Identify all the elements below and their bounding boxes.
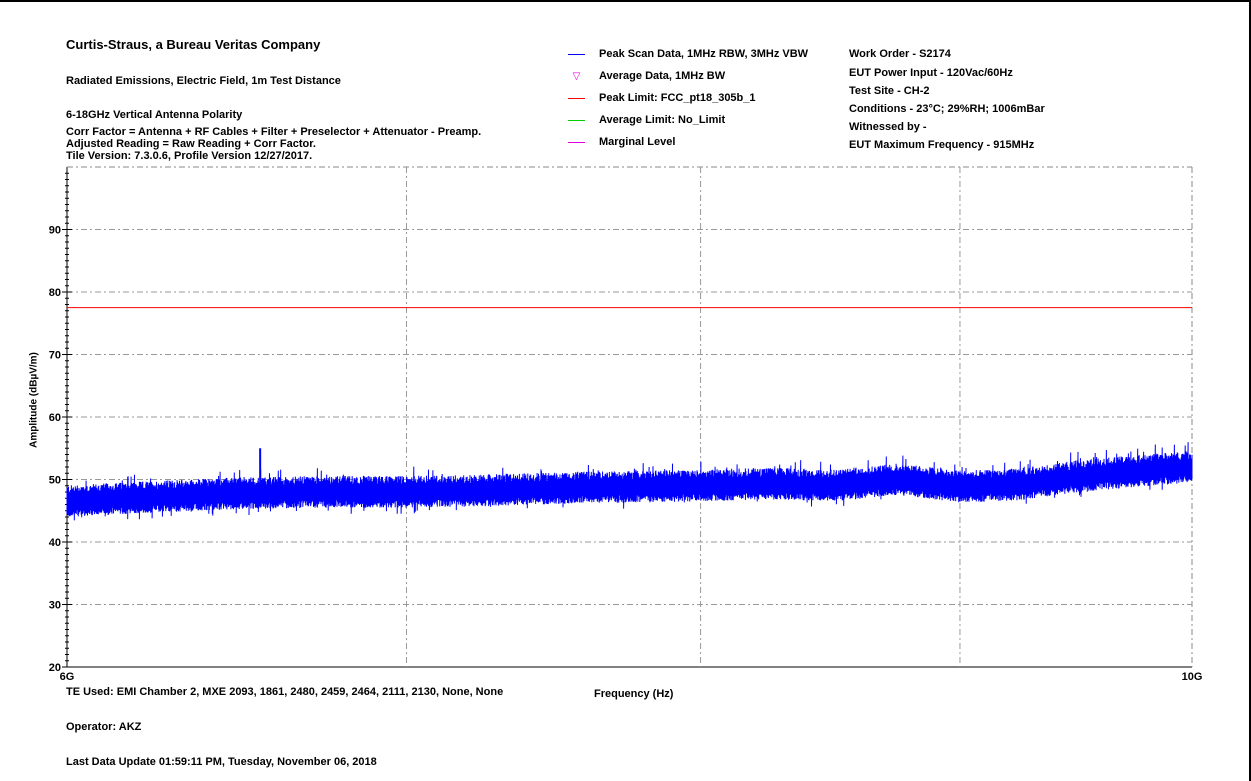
- legend-line-swatch: [568, 119, 585, 121]
- company-title: Curtis-Straus, a Bureau Veritas Company: [66, 37, 321, 52]
- legend-label: Peak Scan Data, 1MHz RBW, 3MHz VBW: [599, 48, 809, 60]
- legend-item-average: ▽ Average Data, 1MHz BW: [568, 70, 725, 82]
- y-tick-label: 80: [49, 287, 61, 299]
- test-site: Test Site - CH-2: [849, 85, 930, 97]
- legend-label: Peak Limit: FCC_pt18_305b_1: [599, 92, 756, 104]
- frame-right-border: [1249, 0, 1251, 781]
- legend-item-peak-limit: Peak Limit: FCC_pt18_305b_1: [568, 92, 756, 104]
- antenna-polarity: 6-18GHz Vertical Antenna Polarity: [66, 109, 243, 121]
- legend-label: Average Data, 1MHz BW: [599, 70, 726, 82]
- legend-label: Marginal Level: [599, 136, 676, 148]
- last-update: Last Data Update 01:59:11 PM, Tuesday, N…: [66, 756, 377, 768]
- adjusted-reading-note: Adjusted Reading = Raw Reading + Corr Fa…: [66, 138, 316, 150]
- test-type: Radiated Emissions, Electric Field, 1m T…: [66, 75, 341, 87]
- triangle-down-icon: ▽: [572, 70, 581, 82]
- legend-line-swatch: [568, 141, 585, 143]
- operator: Operator: AKZ: [66, 721, 142, 733]
- power-input: EUT Power Input - 120Vac/60Hz: [849, 67, 1013, 79]
- max-frequency: EUT Maximum Frequency - 915MHz: [849, 139, 1035, 151]
- corr-factor-note: Corr Factor = Antenna + RF Cables + Filt…: [66, 126, 482, 138]
- x-tick-label: 10G: [1182, 671, 1203, 683]
- x-axis-label: Frequency (Hz): [594, 688, 674, 700]
- legend-label: Average Limit: No_Limit: [599, 114, 726, 126]
- y-tick-label: 20: [49, 662, 61, 674]
- legend-line-swatch: [568, 53, 585, 55]
- legend-line-swatch: [568, 97, 585, 99]
- y-tick-label: 30: [49, 600, 61, 612]
- y-axis-label: Amplitude (dBµV/m): [28, 352, 40, 448]
- tile-version: Tile Version: 7.3.0.6, Profile Version 1…: [66, 150, 313, 162]
- x-tick-label: 6G: [60, 671, 75, 683]
- legend-item-average-limit: Average Limit: No_Limit: [568, 114, 725, 126]
- y-tick-label: 70: [49, 350, 61, 362]
- work-order: Work Order - S2174: [849, 48, 951, 60]
- y-tick-label: 50: [49, 475, 61, 487]
- frame-top-border: [0, 0, 1251, 2]
- peak-scan-trace: [66, 442, 1193, 521]
- te-used: TE Used: EMI Chamber 2, MXE 2093, 1861, …: [66, 686, 504, 698]
- y-tick-label: 40: [49, 537, 61, 549]
- legend-item-peak-scan: Peak Scan Data, 1MHz RBW, 3MHz VBW: [568, 48, 808, 60]
- legend-item-marginal: Marginal Level: [568, 136, 675, 148]
- y-tick-label: 60: [49, 412, 61, 424]
- test-conditions: Conditions - 23°C; 29%RH; 1006mBar: [849, 103, 1045, 115]
- witnessed-by: Witnessed by -: [849, 121, 927, 133]
- y-tick-label: 90: [49, 225, 61, 237]
